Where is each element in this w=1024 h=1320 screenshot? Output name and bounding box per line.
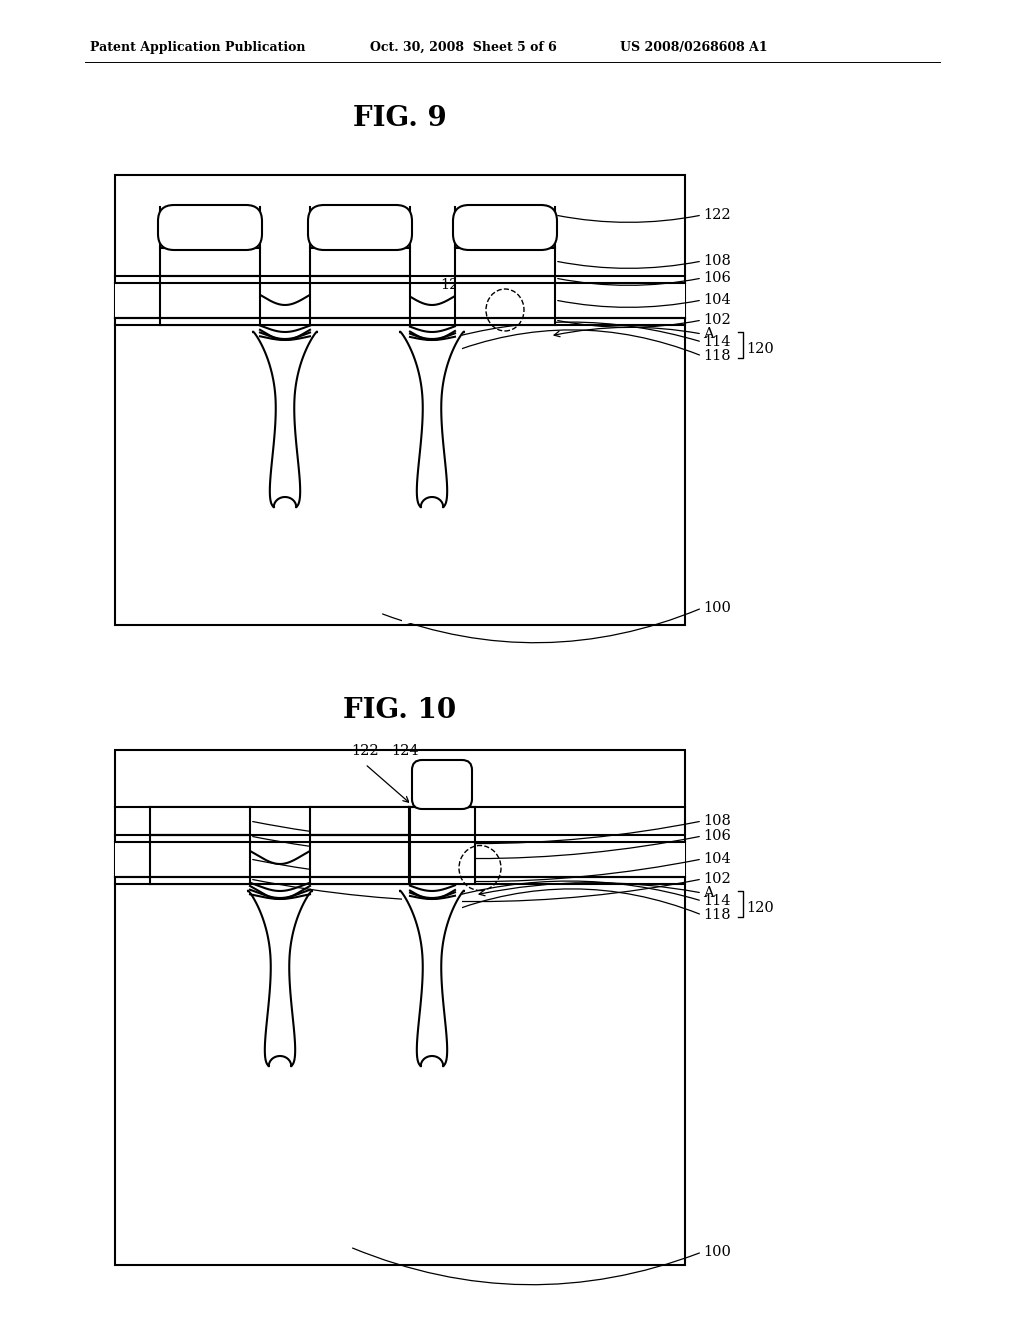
Bar [455,282,555,318]
Text: 100: 100 [703,601,731,615]
Text: 106: 106 [703,829,731,843]
Bar [310,207,410,325]
Text: 108: 108 [703,814,731,828]
Bar [160,282,260,318]
Text: 120: 120 [746,342,774,356]
Text: 122: 122 [440,279,468,292]
Bar [409,842,475,876]
Text: Patent Application Publication: Patent Application Publication [90,41,305,54]
Text: A: A [703,327,714,341]
Bar [250,891,310,1263]
FancyBboxPatch shape [158,205,262,249]
Text: 108: 108 [703,253,731,268]
Bar [160,207,260,325]
Text: US 2008/0268608 A1: US 2008/0268608 A1 [620,41,768,54]
Bar [402,891,462,1263]
FancyBboxPatch shape [412,760,472,809]
Text: 118: 118 [703,908,731,921]
Bar [115,176,685,624]
Bar [409,762,475,884]
Text: 102: 102 [703,313,731,327]
Bar [310,807,410,884]
Bar [310,282,410,318]
Bar [310,807,410,836]
Bar [310,842,410,876]
Text: FIG. 10: FIG. 10 [343,697,457,723]
Text: 122: 122 [351,744,379,758]
Text: 114: 114 [703,894,730,908]
Bar [402,333,462,623]
FancyBboxPatch shape [453,205,557,249]
Text: 102: 102 [703,873,731,886]
Bar [150,807,250,836]
Text: 100: 100 [703,1245,731,1259]
Text: A: A [703,886,714,900]
Text: 114: 114 [703,335,730,348]
Text: 120: 120 [746,902,774,915]
Bar [115,842,685,876]
Text: FIG. 9: FIG. 9 [353,104,446,132]
Bar [255,333,315,623]
Text: Oct. 30, 2008  Sheet 5 of 6: Oct. 30, 2008 Sheet 5 of 6 [370,41,557,54]
Bar [150,807,250,884]
Text: 104: 104 [703,851,731,866]
Text: 104: 104 [703,293,731,308]
Text: 122: 122 [703,209,731,222]
Bar [150,842,250,876]
Bar [455,207,555,325]
Text: 118: 118 [703,348,731,363]
FancyBboxPatch shape [308,205,412,249]
Text: 124: 124 [391,744,419,758]
Text: 106: 106 [703,271,731,285]
Bar [115,282,685,318]
Bar [115,750,685,1265]
